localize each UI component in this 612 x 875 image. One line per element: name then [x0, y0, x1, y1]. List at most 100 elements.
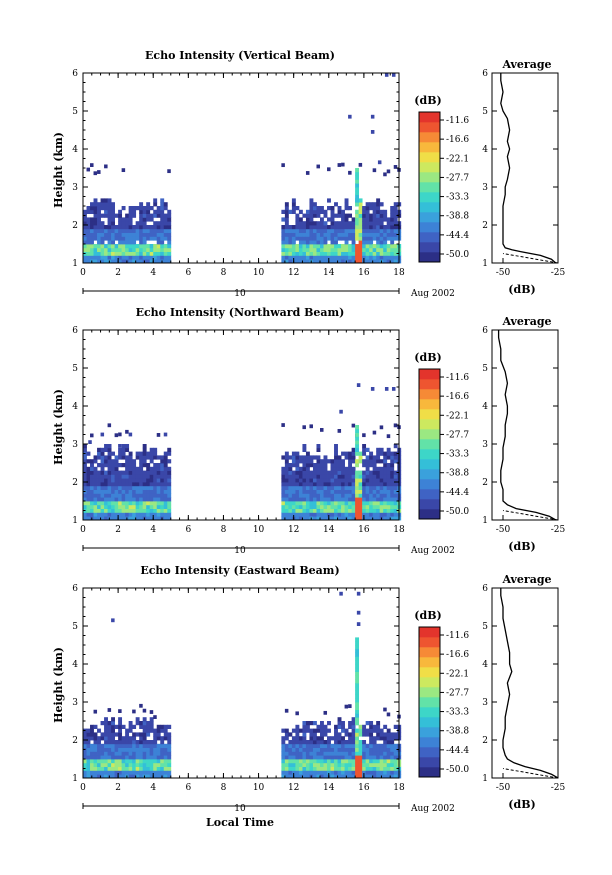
heatmap-cell	[135, 244, 140, 249]
heatmap-cell	[128, 470, 133, 475]
heatmap-cell	[281, 504, 286, 509]
heatmap-cell	[153, 213, 158, 218]
heatmap-cell	[330, 217, 335, 222]
heatmap-cell	[379, 508, 384, 513]
heatmap-cell	[146, 728, 151, 733]
heatmap-cell	[309, 504, 314, 509]
heatmap-cell	[156, 512, 161, 517]
heatmap-cell	[90, 478, 94, 483]
heatmap-cell	[142, 228, 147, 233]
heatmap-cell	[83, 236, 87, 241]
x-tick-label: 10	[253, 783, 265, 793]
heatmap-cell	[351, 240, 356, 245]
heatmap-cell	[386, 451, 391, 456]
heatmap-cell	[365, 251, 370, 256]
heatmap-cell	[355, 459, 360, 464]
heatmap-cell	[320, 244, 324, 249]
heatmap-cell	[393, 732, 398, 737]
heatmap-cell	[379, 217, 384, 222]
heatmap-cell	[111, 228, 115, 233]
heatmap-cell	[107, 740, 112, 745]
heatmap-cell	[372, 217, 377, 222]
heatmap-cell	[142, 447, 147, 452]
heatmap-cell	[386, 470, 391, 475]
heatmap-cell	[309, 728, 314, 733]
heatmap-cell	[386, 478, 391, 483]
heatmap-cell	[100, 455, 105, 460]
heatmap-cell	[90, 463, 94, 468]
heatmap-cell	[160, 255, 165, 260]
heatmap-cell	[90, 512, 94, 517]
heatmap-cell	[312, 759, 317, 764]
heatmap-cell	[365, 504, 370, 509]
heatmap-cell	[118, 736, 123, 741]
heatmap-cell	[323, 497, 328, 502]
heatmap-cell	[358, 516, 363, 521]
average-y-tick-label: 1	[482, 259, 488, 269]
heatmap-cell	[337, 747, 342, 752]
heatmap-cell	[111, 489, 115, 494]
heatmap-cell	[111, 240, 115, 245]
heatmap-cell	[114, 251, 119, 256]
heatmap-cell	[281, 470, 286, 475]
heatmap-cell	[167, 217, 172, 222]
heatmap-cell	[160, 485, 165, 490]
heatmap-cell	[132, 724, 137, 729]
heatmap-cell	[295, 508, 300, 513]
heatmap-cell	[351, 423, 356, 428]
heatmap-cell	[284, 512, 289, 517]
heatmap-cell	[163, 747, 168, 752]
average-title: Average	[501, 58, 551, 71]
heatmap-cell	[114, 762, 119, 767]
heatmap-cell	[284, 202, 289, 207]
colorbar-swatch	[419, 627, 440, 638]
heatmap-cell	[163, 206, 168, 211]
heatmap-cell	[135, 232, 140, 237]
heatmap-cell	[383, 512, 388, 517]
colorbar-swatch	[419, 439, 440, 450]
heatmap-cell	[128, 721, 133, 726]
heatmap-cell	[118, 762, 123, 767]
heatmap-cell	[156, 221, 161, 226]
average-y-tick-label: 5	[482, 622, 488, 632]
heatmap-cell	[330, 247, 335, 252]
heatmap-cell	[344, 225, 349, 230]
heatmap-cell	[355, 497, 360, 502]
heatmap-cell	[302, 255, 307, 260]
heatmap-cell	[97, 736, 101, 741]
heatmap-cell	[341, 724, 345, 729]
heatmap-cell	[291, 755, 296, 760]
heatmap-cell	[358, 162, 363, 167]
heatmap-cell	[146, 755, 151, 760]
y-axis-label: Height (km)	[52, 132, 65, 208]
heatmap-cell	[334, 466, 338, 471]
heatmap-cell	[125, 501, 130, 506]
heatmap-cell	[281, 743, 286, 748]
heatmap-cell	[376, 482, 381, 487]
heatmap-cell	[83, 455, 87, 460]
heatmap-cell	[344, 770, 349, 775]
heatmap-cell	[358, 251, 363, 256]
heatmap-cell	[163, 508, 168, 513]
heatmap-cell	[149, 751, 154, 756]
heatmap-cell	[316, 221, 321, 226]
heatmap-cell	[284, 743, 289, 748]
heatmap-cell	[341, 255, 345, 260]
heatmap-cell	[351, 740, 356, 745]
colorbar-swatch	[419, 727, 440, 738]
heatmap-cell	[355, 766, 360, 771]
heatmap-cell	[167, 485, 172, 490]
heatmap-cell	[369, 482, 374, 487]
colorbar-swatch	[419, 737, 440, 748]
heatmap-cell	[376, 225, 381, 230]
heatmap-cell	[341, 485, 345, 490]
heatmap-cell	[330, 474, 335, 479]
heatmap-cell	[365, 482, 370, 487]
heatmap-cell	[309, 255, 314, 260]
heatmap-cell	[390, 217, 395, 222]
heatmap-cell	[312, 751, 317, 756]
heatmap-cell	[337, 770, 342, 775]
heatmap-cell	[146, 228, 151, 233]
heatmap-cell	[369, 217, 374, 222]
heatmap-cell	[111, 213, 115, 218]
